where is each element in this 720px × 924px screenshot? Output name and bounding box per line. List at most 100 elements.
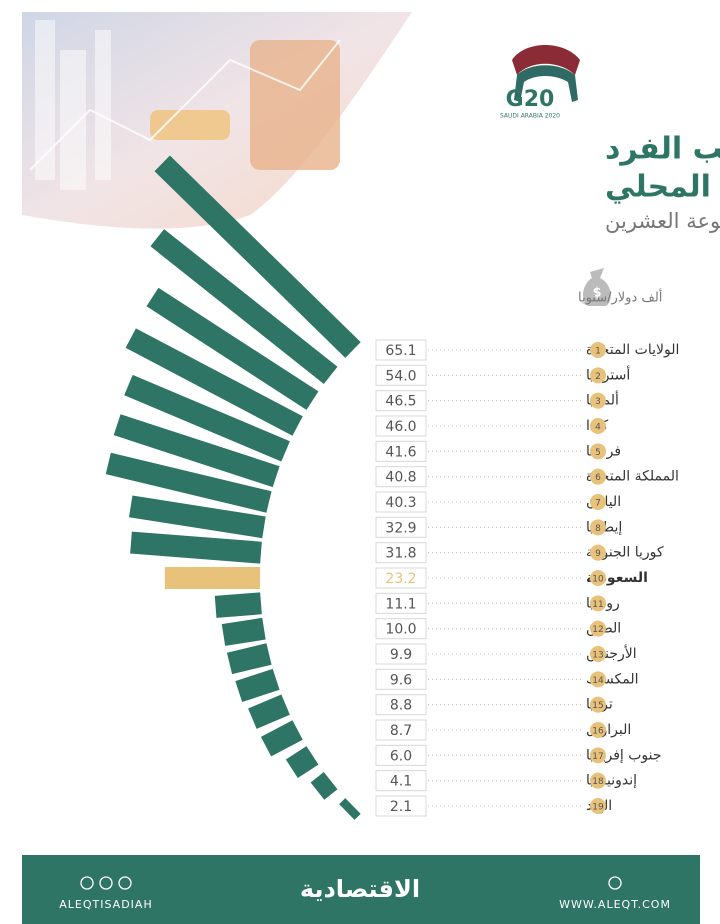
web-icon xyxy=(608,876,622,890)
rank-label: 18 xyxy=(592,777,604,787)
bar xyxy=(164,567,260,589)
label-bg xyxy=(582,467,681,486)
value-box xyxy=(375,390,427,412)
value-box xyxy=(375,339,427,361)
rank-label: 7 xyxy=(595,499,601,509)
value-box xyxy=(375,466,427,488)
value-box xyxy=(375,440,427,462)
value-label: 6.0 xyxy=(390,748,412,764)
social-icons xyxy=(80,876,132,890)
value-label: 40.8 xyxy=(385,470,416,486)
value-box xyxy=(375,516,427,538)
rank-badge xyxy=(590,443,606,460)
rank-badge xyxy=(590,671,606,688)
bar xyxy=(310,772,338,800)
bar xyxy=(113,414,280,488)
value-box xyxy=(375,567,427,589)
footer-website: WWW.ALEQT.COM xyxy=(559,898,671,911)
svg-text:$: $ xyxy=(592,286,601,301)
value-box xyxy=(375,719,427,741)
header-trend xyxy=(29,39,341,171)
rank-label: 13 xyxy=(592,651,603,661)
value-label: 23.2 xyxy=(385,571,416,587)
rank-badge xyxy=(590,519,606,536)
unit-label: ألف دولار/سنويا xyxy=(578,289,662,306)
bar xyxy=(248,694,290,729)
value-label: 46.0 xyxy=(385,419,416,435)
header-buildings xyxy=(35,20,111,190)
rank-badge xyxy=(590,367,606,384)
rank-label: 9 xyxy=(595,549,601,559)
bar xyxy=(154,155,361,358)
value-box xyxy=(375,668,427,690)
rank-badge xyxy=(590,418,606,434)
value-label: 41.6 xyxy=(385,444,416,460)
rank-label: 4 xyxy=(595,423,601,433)
rank-badge xyxy=(590,342,606,358)
value-box xyxy=(375,592,427,614)
logo: G20 SAUDI ARABIA 2020 xyxy=(500,45,580,120)
value-label: 8.7 xyxy=(390,723,412,739)
value-box xyxy=(375,744,427,766)
bar xyxy=(146,287,319,410)
footer-brand: الاقتصادية xyxy=(300,875,420,903)
rank-label: 1 xyxy=(595,347,601,357)
value-box xyxy=(375,415,427,437)
rank-label: 16 xyxy=(592,727,604,737)
rank-badge xyxy=(590,595,606,612)
rank-label: 17 xyxy=(592,752,603,762)
title-line: نصيب الفرد xyxy=(605,132,720,167)
rank-badge xyxy=(590,494,606,510)
rank-label: 14 xyxy=(592,676,604,686)
rank-badge xyxy=(590,772,606,789)
rank-label: 6 xyxy=(595,473,601,483)
rank-badge xyxy=(590,747,606,764)
footer-social: ALEQTISADIAH xyxy=(59,898,152,911)
bar xyxy=(124,374,290,462)
value-label: 10.0 xyxy=(385,622,416,638)
value-box xyxy=(375,542,427,564)
value-label: 9.9 xyxy=(390,647,412,663)
rank-label: 8 xyxy=(595,524,601,534)
value-label: 8.8 xyxy=(390,698,412,714)
bar xyxy=(226,643,272,675)
rank-badge xyxy=(590,722,606,738)
rank-label: 19 xyxy=(592,803,604,813)
bar xyxy=(285,746,319,778)
value-box xyxy=(375,770,427,792)
rank-badge xyxy=(590,544,606,561)
rank-label: 11 xyxy=(592,600,603,610)
value-label: 11.1 xyxy=(385,596,416,612)
subtitle: في دول مجموعة العشرين xyxy=(605,209,720,233)
bar xyxy=(129,495,266,539)
rank-badge xyxy=(590,696,606,713)
rank-badge xyxy=(590,798,606,814)
logo-text: G20 xyxy=(506,87,555,112)
rank-badge xyxy=(590,468,606,485)
value-box xyxy=(375,795,427,817)
rank-label: 5 xyxy=(595,448,601,458)
value-label: 65.1 xyxy=(385,343,416,359)
value-label: 31.8 xyxy=(385,546,416,562)
value-label: 46.5 xyxy=(385,394,416,410)
title-line: من الناتج المحلي xyxy=(605,170,720,205)
bar xyxy=(235,668,280,703)
header-coins xyxy=(150,40,340,170)
rank-label: 3 xyxy=(595,397,601,407)
value-label: 9.6 xyxy=(390,672,412,688)
value-box xyxy=(375,364,427,386)
bar xyxy=(221,617,266,646)
value-label: 40.3 xyxy=(385,495,416,511)
category-label: كوريا الجنوبية xyxy=(586,545,664,561)
bar xyxy=(105,452,272,513)
money-icon: $ xyxy=(583,268,611,306)
logo-subtitle: SAUDI ARABIA 2020 xyxy=(500,113,560,120)
footer-band xyxy=(22,855,700,924)
rank-label: 10 xyxy=(592,575,604,585)
rank-badge xyxy=(590,620,606,637)
category-label: المملكة المتحدة xyxy=(586,469,679,485)
label-bg xyxy=(582,341,682,359)
rank-badge xyxy=(590,646,606,662)
